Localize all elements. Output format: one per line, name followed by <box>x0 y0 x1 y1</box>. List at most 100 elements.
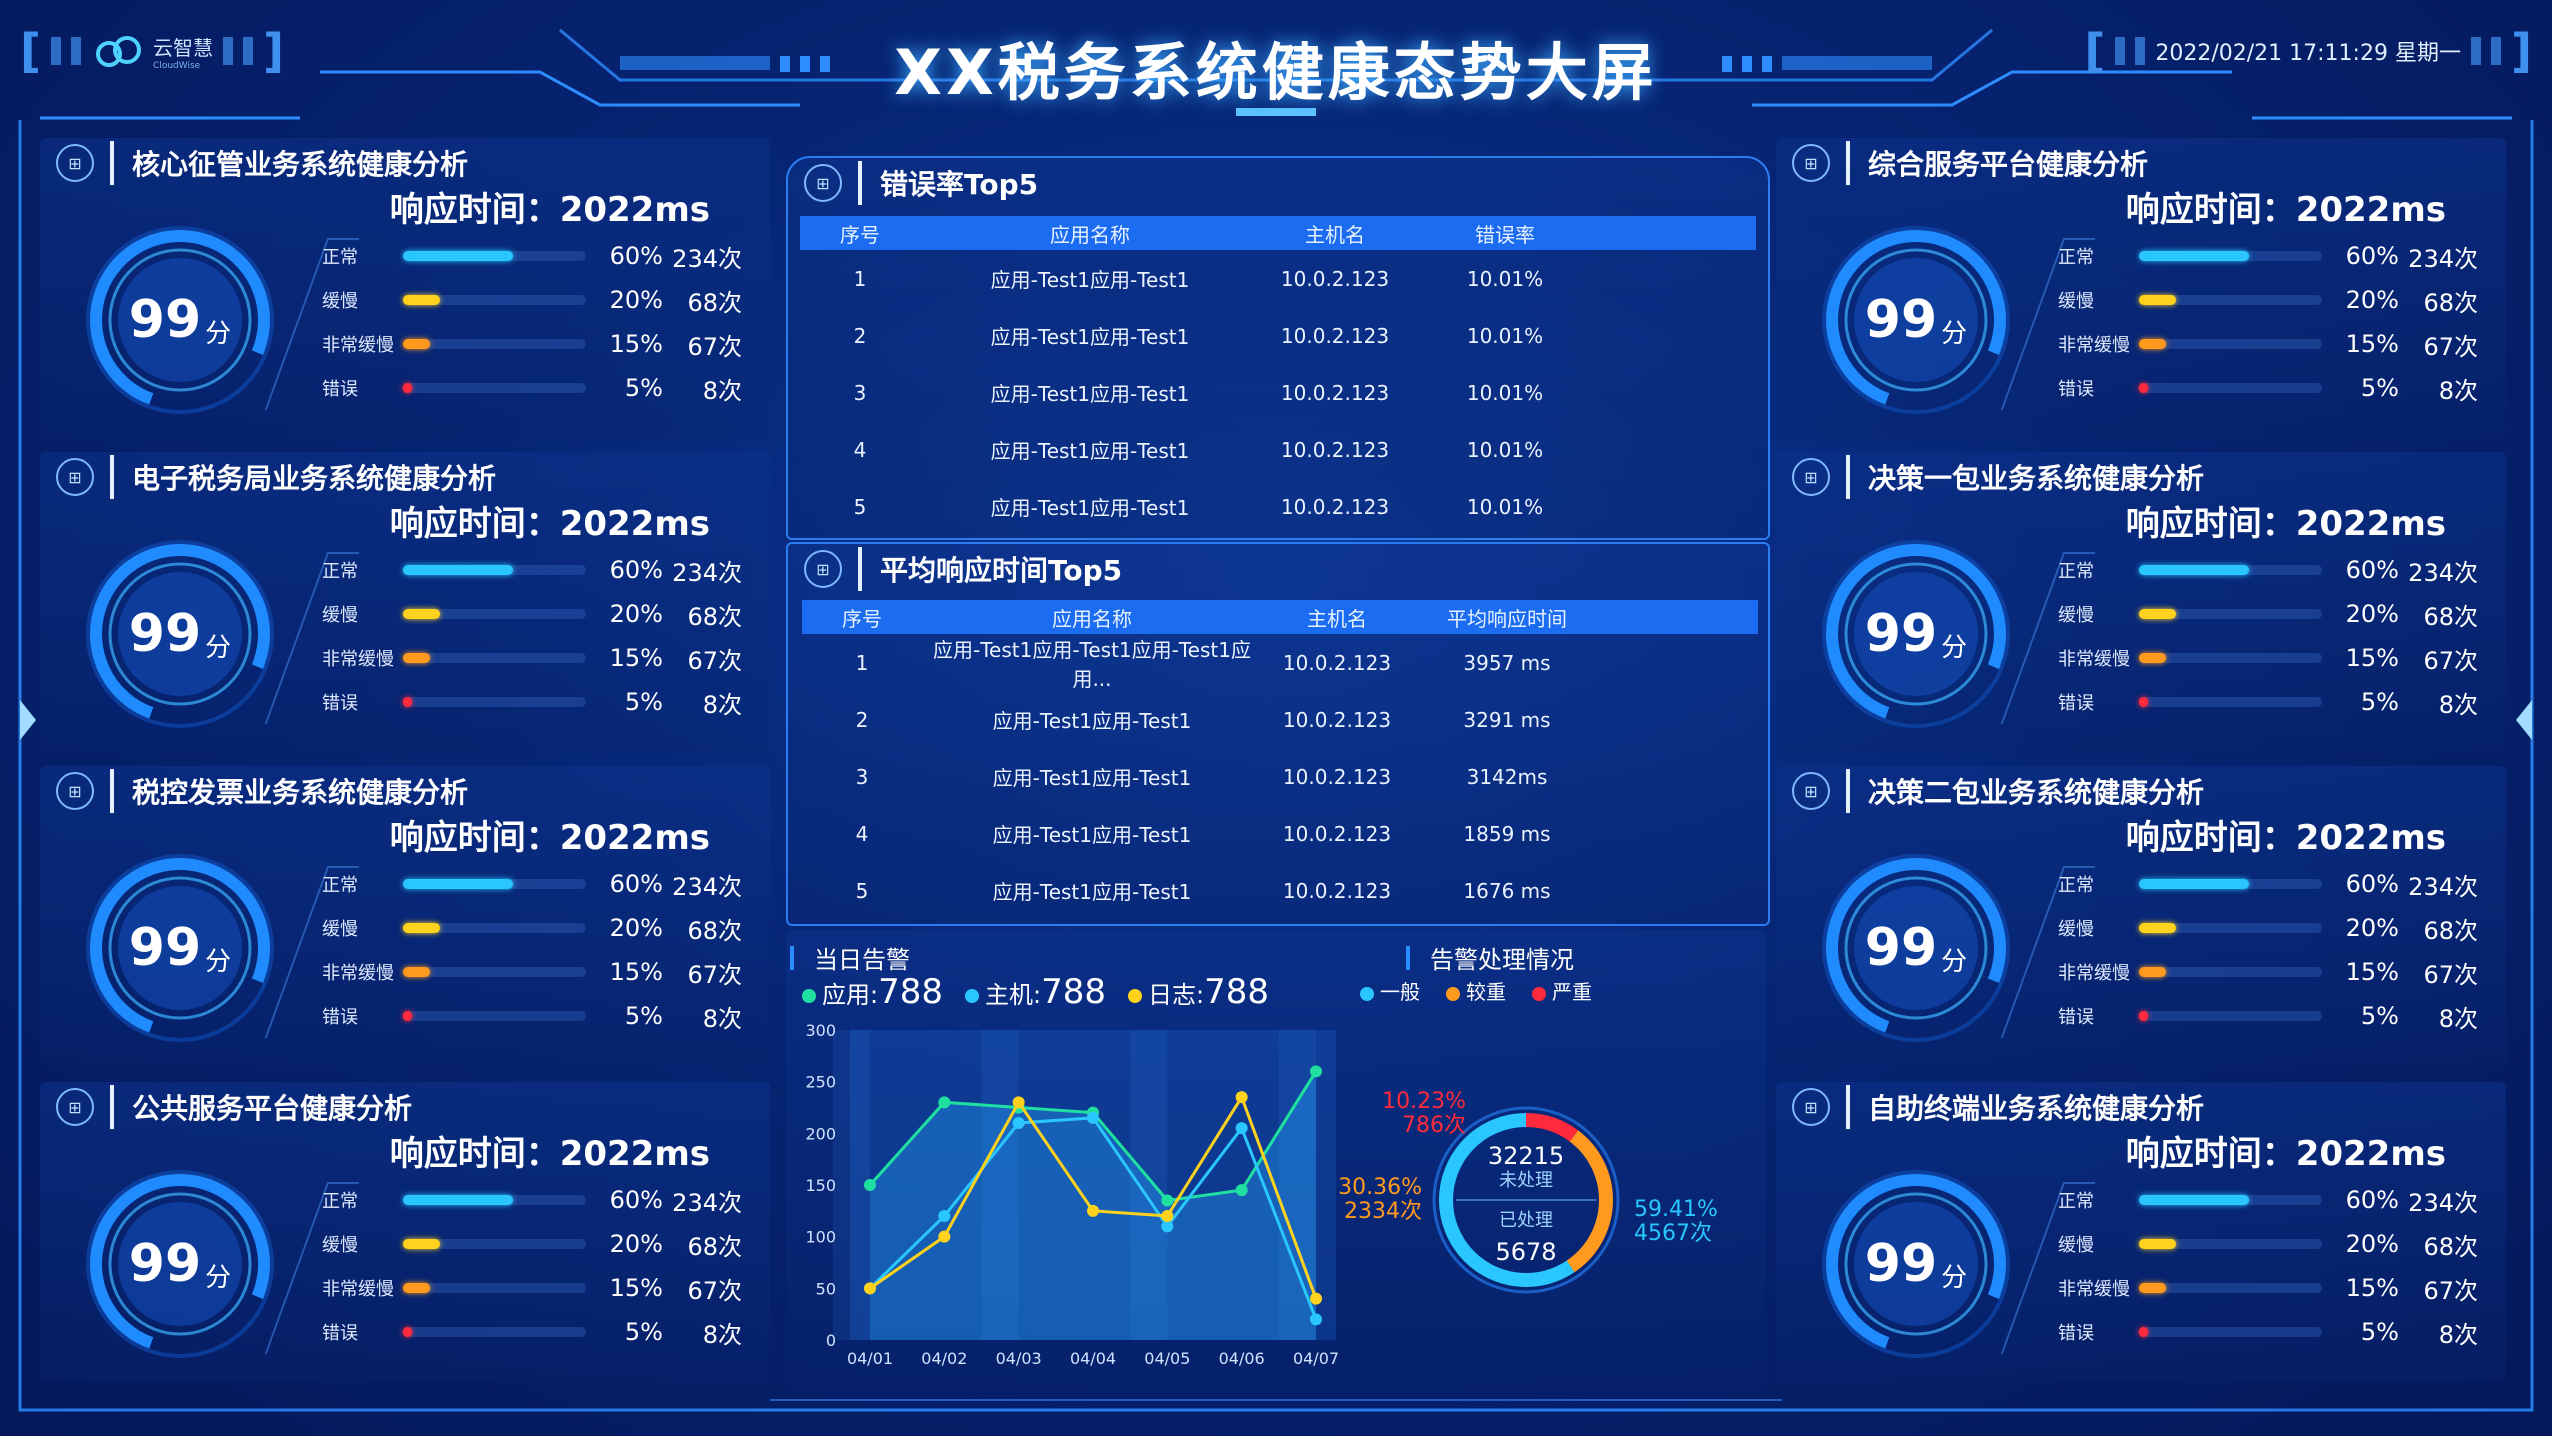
segment-percent: 59.41% <box>1634 1197 1718 1222</box>
progress-fill <box>2139 295 2176 305</box>
header: [ 云智慧 CloudWise ] XX税务系统健康态势大屏 [ 2022/02… <box>0 0 2552 130</box>
table-cell: 应用-Test1应用-Test1 <box>990 268 1190 292</box>
header-bar <box>1846 1085 1850 1129</box>
row-count: 68次 <box>687 288 742 317</box>
segment-percent: 10.23% <box>1382 1089 1466 1114</box>
health-row: 正常 60% 234次 <box>322 862 742 906</box>
row-label: 错误 <box>2058 379 2094 400</box>
table-cell: 应用-Test1应用-Test1 <box>990 496 1190 520</box>
health-row: 错误 5% 8次 <box>322 994 742 1038</box>
data-point <box>938 1096 951 1109</box>
legend-dot <box>1360 986 1374 1001</box>
legend-item[interactable]: 严重 <box>1532 976 1592 1005</box>
response-value: 2022ms <box>2295 1134 2446 1174</box>
datetime-area: [ 2022/02/21 17:11:29 星期一 ] <box>2084 24 2532 78</box>
progress-track <box>2139 923 2322 933</box>
health-rows: 正常 60% 234次 缓慢 20% 68次 非常缓慢 1 <box>322 548 742 724</box>
progress-fill <box>2139 1195 2249 1205</box>
table-row[interactable]: 5 应用-Test1应用-Test1 10.0.2.123 1676 ms <box>802 862 1758 919</box>
col-index: 序号 <box>842 606 882 631</box>
alarm-stat: 应用:788 <box>802 972 943 1012</box>
table-cell: 10.0.2.123 <box>1280 323 1390 348</box>
row-percent: 5% <box>624 688 663 716</box>
progress-fill <box>403 383 413 393</box>
progress-fill <box>2139 653 2167 663</box>
row-label: 非常缓慢 <box>2058 1279 2130 1300</box>
y-tick-label: 300 <box>805 1021 836 1040</box>
legend-item[interactable]: 较重 <box>1446 976 1506 1005</box>
panel-title: 核心征管业务系统健康分析 <box>132 148 469 181</box>
score-value: 99 <box>128 290 202 350</box>
row-count: 8次 <box>2438 1004 2478 1033</box>
row-label: 非常缓慢 <box>322 649 394 670</box>
score-value: 99 <box>128 918 202 978</box>
row-label: 非常缓慢 <box>322 963 394 984</box>
table-row[interactable]: 1 应用-Test1应用-Test1 10.0.2.123 10.01% <box>800 250 1756 307</box>
table-row[interactable]: 5 应用-Test1应用-Test1 10.0.2.123 10.01% <box>800 478 1756 535</box>
table-row[interactable]: 3 应用-Test1应用-Test1 10.0.2.123 10.01% <box>800 364 1756 421</box>
table-cell: 应用-Test1应用-Test1 <box>992 880 1192 904</box>
y-tick-label: 200 <box>805 1124 836 1143</box>
row-percent: 20% <box>2345 600 2399 628</box>
table-cell: 10.0.2.123 <box>1280 494 1390 519</box>
page-title: XX税务系统健康态势大屏 <box>894 36 1658 109</box>
plot-area <box>850 1030 1336 1340</box>
response-time: 响应时间：2022ms <box>390 1126 710 1175</box>
response-label: 响应时间： <box>389 1134 560 1174</box>
data-point <box>1235 1091 1248 1104</box>
health-panel: ⊞ 自助终端业务系统健康分析 响应时间：2022ms 99 分 正常 <box>1776 1082 2506 1382</box>
health-row: 非常缓慢 15% 67次 <box>322 636 742 680</box>
bracket-right: ] <box>2510 24 2532 78</box>
deco-dash <box>2135 37 2146 65</box>
table-row[interactable]: 2 应用-Test1应用-Test1 10.0.2.123 3291 ms <box>802 691 1758 748</box>
row-count: 67次 <box>2423 646 2478 675</box>
legend-item[interactable]: 一般 <box>1360 976 1420 1005</box>
row-count: 234次 <box>672 244 742 273</box>
data-point <box>938 1210 951 1222</box>
deco-dash <box>243 37 254 65</box>
health-row: 错误 5% 8次 <box>322 1310 742 1354</box>
row-label: 错误 <box>322 1323 358 1344</box>
segment-percent: 30.36% <box>1338 1175 1422 1200</box>
row-count: 68次 <box>2423 602 2478 631</box>
health-panel: ⊞ 综合服务平台健康分析 响应时间：2022ms 99 分 正常 <box>1776 138 2506 438</box>
table-cell: 3142ms <box>1466 764 1548 789</box>
table-cell: 10.0.2.123 <box>1282 878 1392 903</box>
progress-track <box>403 339 586 349</box>
x-tick-label: 04/06 <box>1219 1349 1265 1368</box>
response-time: 响应时间：2022ms <box>2126 496 2446 545</box>
health-row: 缓慢 20% 68次 <box>322 1222 742 1266</box>
logo-area: [ 云智慧 CloudWise ] <box>20 24 284 78</box>
table-cell: 1 <box>855 650 869 675</box>
panel-header: ⊞ 平均响应时间Top5 <box>788 544 1122 594</box>
row-label: 错误 <box>322 693 358 714</box>
response-time: 响应时间：2022ms <box>390 496 710 545</box>
row-percent: 15% <box>609 330 663 358</box>
row-label: 缓慢 <box>322 1235 358 1256</box>
row-label: 错误 <box>322 1007 358 1028</box>
score-gauge <box>1822 226 2010 414</box>
progress-track <box>403 565 586 575</box>
row-label: 非常缓慢 <box>2058 963 2130 984</box>
table-row[interactable]: 4 应用-Test1应用-Test1 10.0.2.123 1859 ms <box>802 805 1758 862</box>
header-bar <box>858 161 862 205</box>
progress-fill <box>2139 1327 2149 1337</box>
health-panel: ⊞ 税控发票业务系统健康分析 响应时间：2022ms 99 分 正常 <box>40 766 770 1066</box>
row-label: 正常 <box>322 561 358 582</box>
table-row[interactable]: 4 应用-Test1应用-Test1 10.0.2.123 10.01% <box>800 421 1756 478</box>
score-display: 99 分 <box>80 220 280 420</box>
health-row: 缓慢 20% 68次 <box>322 592 742 636</box>
health-panel: ⊞ 决策二包业务系统健康分析 响应时间：2022ms 99 分 正常 <box>1776 766 2506 1066</box>
table-row[interactable]: 3 应用-Test1应用-Test1 10.0.2.123 3142ms <box>802 748 1758 805</box>
data-point <box>1161 1220 1174 1233</box>
response-time: 响应时间：2022ms <box>2126 182 2446 231</box>
table-row[interactable]: 1 应用-Test1应用-Test1应用-Test1应用... 10.0.2.123… <box>802 634 1758 691</box>
row-percent: 5% <box>2360 1318 2399 1346</box>
data-point <box>1235 1122 1248 1135</box>
header-bar <box>790 945 794 970</box>
table-row[interactable]: 2 应用-Test1应用-Test1 10.0.2.123 10.01% <box>800 307 1756 364</box>
row-count: 67次 <box>687 332 742 361</box>
table-cell: 2 <box>855 707 869 732</box>
score-gauge <box>1822 540 2010 728</box>
progress-track <box>403 609 586 619</box>
